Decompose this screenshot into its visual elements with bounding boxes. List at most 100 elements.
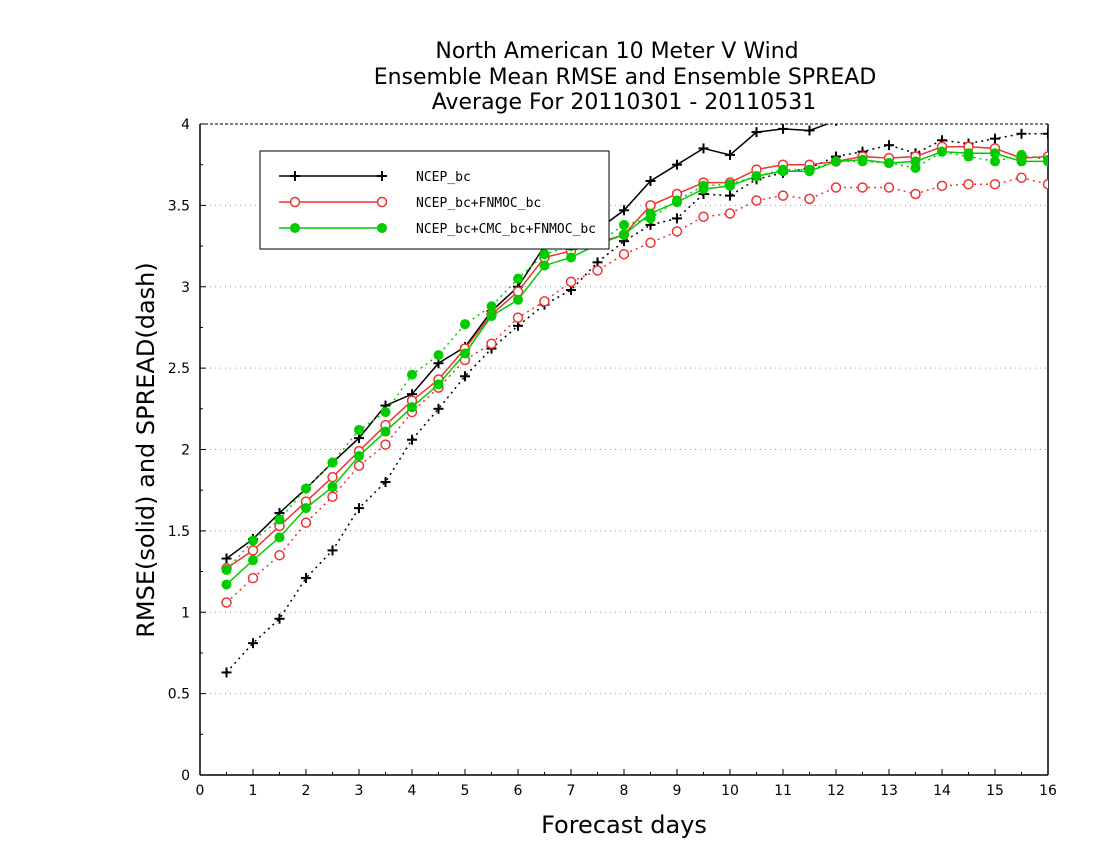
data-point-ncep-bc-cmc-bc-fnmoc-bc-rmse (460, 348, 470, 359)
data-point-ncep-bc-cmc-bc-fnmoc-bc-rmse (645, 208, 656, 219)
data-point-ncep-bc-cmc-bc-fnmoc-bc-spread (327, 457, 338, 468)
data-point-ncep-bc-rmse (221, 553, 232, 564)
data-point-ncep-bc-cmc-bc-fnmoc-bc-rmse (1043, 156, 1048, 167)
data-point-ncep-bc-cmc-bc-fnmoc-bc-spread (380, 407, 391, 418)
data-point-ncep-bc-rmse (937, 103, 947, 113)
data-point-ncep-bc-fnmoc-bc-spread (486, 338, 497, 349)
data-point-ncep-bc-rmse (804, 125, 815, 136)
data-point-ncep-bc-cmc-bc-fnmoc-bc-spread (354, 424, 364, 435)
data-point-ncep-bc-cmc-bc-fnmoc-bc-rmse (619, 229, 629, 240)
data-point-ncep-bc-cmc-bc-fnmoc-bc-rmse (539, 260, 550, 271)
data-point-ncep-bc-fnmoc-bc-spread (300, 517, 312, 528)
data-point-ncep-bc-cmc-bc-fnmoc-bc-spread (274, 514, 285, 525)
data-point-ncep-bc-cmc-bc-fnmoc-bc-rmse (804, 166, 815, 177)
data-point-ncep-bc-fnmoc-bc-spread (274, 550, 285, 561)
y-tick-label: 3 (181, 280, 190, 296)
data-point-ncep-bc-cmc-bc-fnmoc-bc-rmse (698, 184, 709, 195)
data-point-ncep-bc-rmse (964, 103, 974, 113)
data-point-ncep-bc-fnmoc-bc-spread (539, 296, 550, 307)
y-axis-ticks: 0 0.5 1 1.5 2 2.5 3 3.5 4 (168, 117, 206, 784)
x-tick-label: 15 (986, 783, 1004, 799)
data-point-ncep-bc-spread (274, 613, 285, 624)
data-point-ncep-bc-spread (1016, 128, 1027, 139)
data-point-ncep-bc-rmse (672, 159, 682, 170)
data-point-ncep-bc-spread (725, 190, 735, 201)
data-point-ncep-bc-cmc-bc-fnmoc-bc-rmse (751, 171, 762, 182)
data-point-ncep-bc-fnmoc-bc-rmse (247, 545, 259, 556)
data-point-ncep-bc-fnmoc-bc-spread (353, 460, 365, 472)
data-point-ncep-bc-cmc-bc-fnmoc-bc-rmse (990, 148, 1000, 159)
x-tick-label: 9 (673, 783, 682, 799)
legend-marker-0-end (377, 171, 387, 181)
data-point-ncep-bc-rmse (1017, 103, 1027, 113)
data-point-ncep-bc-fnmoc-bc-spread (910, 188, 921, 200)
data-point-ncep-bc-cmc-bc-fnmoc-bc-rmse (1016, 156, 1027, 167)
data-point-ncep-bc-cmc-bc-fnmoc-bc-spread (513, 273, 523, 284)
data-point-ncep-bc-fnmoc-bc-spread (645, 237, 656, 249)
data-point-ncep-bc-cmc-bc-fnmoc-bc-rmse (672, 197, 682, 208)
data-point-ncep-bc-fnmoc-bc-spread (671, 226, 683, 237)
y-tick-label: 2 (181, 443, 190, 459)
data-point-ncep-bc-spread (354, 503, 364, 514)
data-point-ncep-bc-fnmoc-bc-rmse (327, 471, 338, 483)
data-point-ncep-bc-cmc-bc-fnmoc-bc-rmse (301, 503, 311, 514)
data-point-ncep-bc-spread (1043, 128, 1048, 139)
data-point-ncep-bc-spread (460, 371, 470, 382)
data-point-ncep-bc-spread (433, 403, 444, 414)
series-line-ncep-bc-rmse (226, 124, 830, 560)
chart-title: North American 10 Meter V Wind Ensemble … (374, 39, 877, 115)
data-point-ncep-bc-rmse (778, 124, 788, 134)
data-point-ncep-bc-rmse (835, 124, 837, 126)
x-tick-label: 5 (461, 783, 470, 799)
y-tick-label: 1 (181, 605, 190, 621)
legend-marker-2 (290, 223, 300, 233)
data-point-ncep-bc-cmc-bc-fnmoc-bc-rmse (566, 252, 576, 263)
data-point-ncep-bc-cmc-bc-fnmoc-bc-rmse (857, 154, 868, 165)
legend: NCEP_bc NCEP_bc+FNMOC_bc NCEP_bc+CMC_bc+FN… (259, 150, 610, 250)
x-tick-label: 12 (827, 783, 845, 799)
legend-label-0: NCEP_bc (416, 170, 471, 185)
data-point-ncep-bc-cmc-bc-fnmoc-bc-spread (460, 319, 470, 330)
data-point-ncep-bc-spread (407, 434, 417, 445)
legend-marker-1-end (376, 196, 388, 208)
data-point-ncep-bc-fnmoc-bc-spread (804, 193, 815, 205)
data-point-ncep-bc-rmse (619, 205, 629, 216)
data-point-ncep-bc-cmc-bc-fnmoc-bc-spread (433, 350, 444, 361)
data-point-ncep-bc-rmse (645, 175, 656, 186)
data-point-ncep-bc-cmc-bc-fnmoc-bc-rmse (380, 426, 391, 437)
data-point-ncep-bc-fnmoc-bc-spread (989, 178, 1001, 190)
series-line-ncep-bc-cmc-bc-fnmoc-bc-spread (225, 150, 1048, 571)
data-point-ncep-bc-fnmoc-bc-spread (777, 190, 789, 201)
data-point-ncep-bc-cmc-bc-fnmoc-bc-spread (486, 301, 497, 312)
legend-marker-0 (290, 171, 300, 181)
x-axis-ticks: 0 1 2 3 4 5 6 7 8 9 10 11 12 13 14 15 16 (196, 769, 1057, 799)
data-point-ncep-bc-fnmoc-bc-spread (963, 178, 974, 190)
data-point-ncep-bc-cmc-bc-fnmoc-bc-spread (619, 219, 629, 230)
data-point-ncep-bc-fnmoc-bc-spread (751, 195, 762, 206)
data-point-ncep-bc-cmc-bc-fnmoc-bc-rmse (884, 158, 894, 169)
data-point-ncep-bc-fnmoc-bc-spread (1042, 178, 1048, 190)
series-line-ncep-bc-spread (225, 133, 1048, 673)
data-point-ncep-bc-spread (672, 213, 682, 224)
data-point-ncep-bc-fnmoc-bc-spread (327, 491, 338, 502)
data-point-ncep-bc-fnmoc-bc-spread (830, 182, 842, 193)
x-tick-label: 1 (249, 783, 258, 799)
data-point-ncep-bc-rmse (858, 111, 868, 121)
chart-title-line-1: North American 10 Meter V Wind (435, 39, 798, 64)
data-point-ncep-bc-cmc-bc-fnmoc-bc-rmse (354, 451, 364, 462)
data-point-ncep-bc-cmc-bc-fnmoc-bc-spread (221, 564, 232, 575)
data-point-ncep-bc-cmc-bc-fnmoc-bc-rmse (513, 294, 523, 305)
data-point-ncep-bc-cmc-bc-fnmoc-bc-rmse (937, 146, 947, 157)
data-point-ncep-bc-spread (990, 133, 1000, 144)
data-point-ncep-bc-spread (327, 545, 338, 556)
data-point-ncep-bc-fnmoc-bc-spread (247, 572, 259, 584)
data-point-ncep-bc-cmc-bc-fnmoc-bc-rmse (778, 166, 788, 177)
data-point-ncep-bc-cmc-bc-fnmoc-bc-spread (539, 249, 550, 260)
data-point-ncep-bc-spread (221, 667, 232, 678)
data-point-ncep-bc-fnmoc-bc-spread (857, 182, 868, 193)
x-tick-label: 0 (196, 783, 205, 799)
x-tick-label: 3 (355, 783, 364, 799)
data-point-ncep-bc-cmc-bc-fnmoc-bc-rmse (221, 579, 232, 590)
legend-marker-2-end (377, 223, 387, 233)
